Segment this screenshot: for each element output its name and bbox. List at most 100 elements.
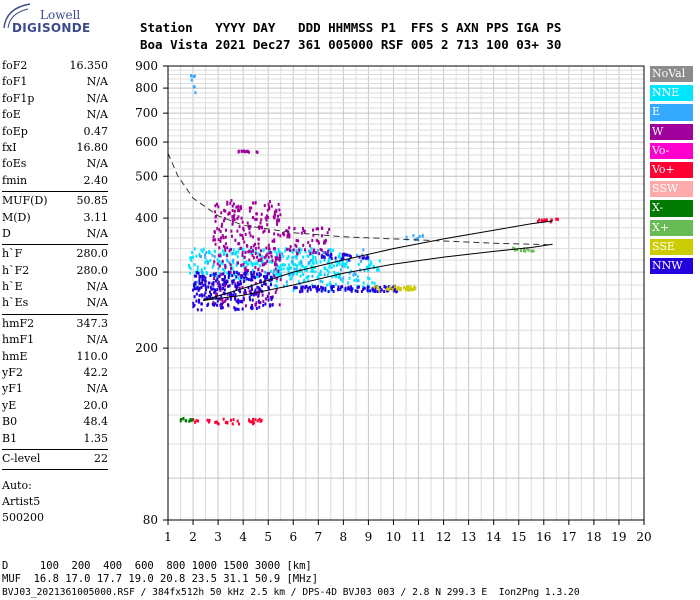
echo-point bbox=[248, 289, 251, 293]
echo-point bbox=[285, 283, 288, 287]
echo-point bbox=[336, 288, 339, 292]
echo-point bbox=[327, 270, 330, 274]
echo-point bbox=[277, 214, 280, 218]
echo-point bbox=[213, 249, 216, 253]
echo-point bbox=[206, 418, 209, 422]
echo-point bbox=[274, 290, 277, 294]
echo-point bbox=[239, 282, 242, 286]
echo-point bbox=[222, 267, 225, 271]
echo-point bbox=[526, 247, 529, 251]
echo-point bbox=[213, 303, 216, 307]
echo-point bbox=[276, 276, 279, 280]
echo-point bbox=[301, 265, 304, 269]
echo-point bbox=[302, 243, 305, 247]
echo-point bbox=[311, 238, 314, 242]
echo-point bbox=[240, 299, 243, 303]
echo-point bbox=[383, 290, 386, 294]
echo-point bbox=[264, 282, 267, 286]
echo-point bbox=[266, 259, 269, 263]
echo-point bbox=[299, 261, 302, 265]
echo-point bbox=[279, 275, 282, 279]
echo-point bbox=[307, 254, 310, 258]
echo-point bbox=[238, 208, 241, 212]
echo-point bbox=[269, 283, 272, 287]
echo-point bbox=[295, 272, 298, 276]
echo-point bbox=[207, 251, 210, 255]
echo-point bbox=[295, 250, 298, 254]
echo-point bbox=[376, 290, 379, 294]
x-tick-label: 15 bbox=[511, 530, 526, 544]
echo-point bbox=[236, 255, 239, 259]
echo-point bbox=[353, 271, 356, 275]
digisonde-logo-icon bbox=[3, 3, 31, 29]
echo-point bbox=[291, 248, 294, 252]
echo-point bbox=[222, 272, 225, 276]
echo-point bbox=[545, 218, 548, 222]
echo-point bbox=[195, 274, 198, 278]
echo-point bbox=[187, 263, 190, 267]
echo-point bbox=[214, 238, 217, 242]
echo-point bbox=[195, 271, 198, 275]
echo-point bbox=[549, 220, 552, 224]
echo-point bbox=[275, 287, 278, 291]
echo-point bbox=[331, 285, 334, 289]
echo-point bbox=[224, 266, 227, 270]
footer-muf-row: MUF 16.8 17.0 17.7 19.0 20.8 23.5 31.1 5… bbox=[2, 573, 319, 585]
echo-point bbox=[316, 287, 319, 291]
echo-point bbox=[249, 234, 252, 238]
echo-point bbox=[300, 287, 303, 291]
echo-point bbox=[262, 299, 265, 303]
echo-point bbox=[290, 266, 293, 270]
echo-point bbox=[221, 234, 224, 238]
echo-point bbox=[307, 262, 310, 266]
echo-point bbox=[324, 288, 327, 292]
echo-point bbox=[222, 417, 225, 421]
footer-distance-row: D 100 200 400 600 800 1000 1500 3000 [km… bbox=[2, 560, 312, 572]
echo-point bbox=[214, 290, 217, 294]
echo-point bbox=[229, 274, 232, 278]
echo-point bbox=[237, 272, 240, 276]
echo-point bbox=[295, 256, 298, 260]
echo-point bbox=[288, 267, 291, 271]
echo-point bbox=[245, 269, 248, 273]
echo-point bbox=[279, 268, 282, 272]
param-row: hmF2 347.3 bbox=[2, 316, 108, 332]
echo-point bbox=[224, 235, 227, 239]
echo-point bbox=[226, 271, 229, 275]
echo-point bbox=[321, 286, 324, 290]
echo-point bbox=[298, 262, 301, 266]
echo-point bbox=[289, 248, 292, 252]
echo-point bbox=[262, 249, 265, 253]
echo-point bbox=[293, 286, 296, 290]
echo-point bbox=[344, 264, 347, 268]
echo-point bbox=[519, 249, 522, 253]
echo-point bbox=[244, 291, 247, 295]
echo-point bbox=[346, 253, 349, 257]
param-label: h`F2 bbox=[2, 263, 30, 277]
echo-point bbox=[305, 276, 308, 280]
echo-point bbox=[220, 260, 223, 264]
echo-point bbox=[204, 285, 207, 289]
echo-point bbox=[223, 288, 226, 292]
echo-point bbox=[270, 269, 273, 273]
param-label: C-level bbox=[2, 451, 41, 465]
echo-point bbox=[244, 261, 247, 265]
echo-point bbox=[326, 273, 329, 277]
echo-point bbox=[329, 250, 332, 254]
echo-point bbox=[258, 417, 261, 421]
echo-point bbox=[278, 258, 281, 262]
echo-point bbox=[250, 276, 253, 280]
echo-point bbox=[211, 302, 214, 306]
echo-point bbox=[232, 418, 235, 422]
echo-point bbox=[256, 255, 259, 259]
echo-point bbox=[244, 250, 247, 254]
echo-point bbox=[292, 289, 295, 293]
echo-point bbox=[299, 251, 302, 255]
auto-label: Auto: bbox=[2, 479, 32, 493]
echo-point bbox=[228, 272, 231, 276]
echo-point bbox=[213, 291, 216, 295]
echo-point bbox=[213, 277, 216, 281]
echo-point bbox=[204, 276, 207, 280]
echo-point bbox=[218, 259, 221, 263]
